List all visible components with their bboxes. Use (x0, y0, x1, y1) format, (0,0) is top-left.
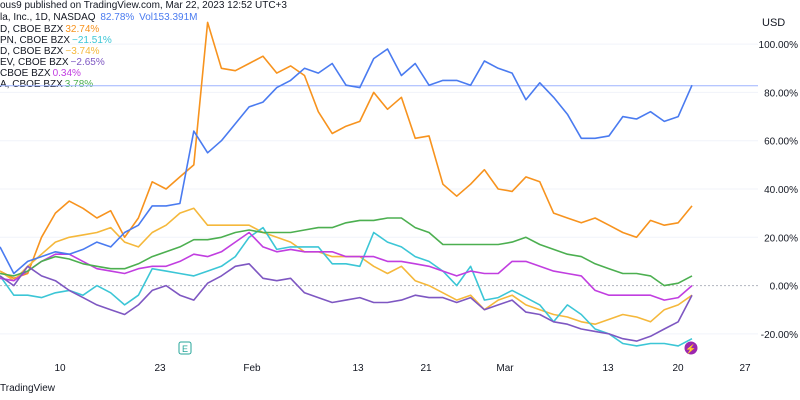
y-tick-label: 40.00% (764, 185, 798, 196)
series-line[interactable] (0, 21, 693, 280)
legend-item-change: 32.74% (65, 24, 100, 35)
y-tick-label: -20.00% (761, 330, 798, 341)
series-lines (0, 21, 693, 347)
x-axis[interactable]: 10 23 Feb 13 21 Mar 13 20 27 (54, 363, 751, 374)
legend-item[interactable]: A, CBOE BZX 3.78% (0, 79, 93, 91)
x-tick-label: 13 (602, 363, 614, 374)
publish-info: ous9 published on TradingView.com, Mar 2… (0, 0, 287, 11)
x-tick-label: 21 (420, 363, 432, 374)
main-symbol-label: la, Inc., 1D, NASDAQ (0, 12, 96, 23)
legend-item-label: D, CBOE BZX (0, 24, 64, 35)
series-line[interactable] (0, 231, 693, 301)
legend-item-label: D, CBOE BZX (0, 46, 64, 57)
main-symbol-change: 82.78% (100, 12, 135, 23)
x-tick-label: 23 (154, 363, 166, 374)
y-tick-label: 80.00% (764, 88, 798, 99)
legend-item-label: EV, CBOE BZX (0, 57, 69, 68)
earnings-marker[interactable]: E (178, 341, 192, 355)
marker-label: E (182, 344, 188, 354)
dividend-marker[interactable]: ⚡ (684, 341, 698, 355)
x-tick-label: Feb (243, 363, 261, 374)
y-axis[interactable]: USD 100.00% 80.00% 60.00% 40.00% 20.00% 0.00% -… (759, 17, 799, 341)
x-tick-label: 10 (54, 363, 66, 374)
x-tick-label: 27 (739, 363, 751, 374)
event-markers: E ⚡ (178, 341, 698, 355)
tradingview-brand[interactable]: TradingView (0, 383, 56, 394)
legend-item[interactable]: EV, CBOE BZX −2.65% (0, 57, 105, 69)
x-tick-label: Mar (496, 363, 514, 374)
legend-item[interactable]: CBOE BZX 0.34% (0, 68, 81, 80)
y-tick-label: 60.00% (764, 137, 798, 148)
currency-label: USD (762, 17, 785, 29)
legend-item-change: −21.51% (72, 35, 112, 46)
legend-item-label: CBOE BZX (0, 68, 51, 79)
legend-item-change: −2.65% (70, 57, 105, 68)
series-line[interactable] (0, 226, 693, 347)
legend-item-change: −3.74% (65, 46, 100, 57)
y-tick-label: 0.00% (770, 282, 798, 293)
x-tick-label: 13 (352, 363, 364, 374)
legend-item-change: 0.34% (52, 68, 81, 79)
marker-shape (684, 341, 698, 355)
legend-item-change: 3.78% (64, 79, 94, 90)
legend-item[interactable]: D, CBOE BZX −3.74% (0, 46, 100, 58)
legend-item[interactable]: D, CBOE BZX 32.74% (0, 24, 99, 36)
main-symbol-volume: Vol153.391M (139, 12, 198, 23)
main-symbol-legend[interactable]: la, Inc., 1D, NASDAQ 82.78% Vol153.391M (0, 12, 197, 24)
series-line[interactable] (0, 217, 693, 287)
legend-item-label: PN, CBOE BZX (0, 35, 71, 46)
grid (0, 43, 758, 335)
y-tick-label: 100.00% (759, 40, 799, 51)
y-tick-label: 20.00% (764, 233, 798, 244)
series-line[interactable] (0, 262, 693, 342)
series-line[interactable] (0, 48, 693, 275)
legend-item[interactable]: PN, CBOE BZX −21.51% (0, 35, 112, 47)
x-tick-label: 20 (672, 363, 684, 374)
marker-shape (178, 341, 192, 355)
marker-label: ⚡ (685, 343, 696, 355)
legend-item-label: A, CBOE BZX (0, 79, 63, 90)
